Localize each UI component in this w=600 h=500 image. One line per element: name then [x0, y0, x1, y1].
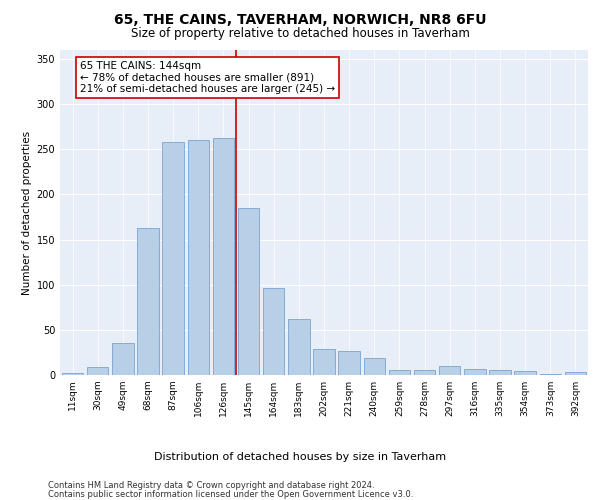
- Bar: [439, 366, 460, 375]
- Text: 65, THE CAINS, TAVERHAM, NORWICH, NR8 6FU: 65, THE CAINS, TAVERHAM, NORWICH, NR8 6F…: [114, 12, 486, 26]
- Text: Contains public sector information licensed under the Open Government Licence v3: Contains public sector information licen…: [48, 490, 413, 499]
- Bar: [87, 367, 109, 375]
- Text: Contains HM Land Registry data © Crown copyright and database right 2024.: Contains HM Land Registry data © Crown c…: [48, 481, 374, 490]
- Text: Size of property relative to detached houses in Taverham: Size of property relative to detached ho…: [131, 28, 469, 40]
- Bar: [263, 288, 284, 375]
- Bar: [414, 370, 435, 375]
- Text: Distribution of detached houses by size in Taverham: Distribution of detached houses by size …: [154, 452, 446, 462]
- Bar: [62, 373, 83, 375]
- Bar: [539, 374, 561, 375]
- Bar: [389, 370, 410, 375]
- Bar: [238, 208, 259, 375]
- Bar: [338, 350, 360, 375]
- Bar: [163, 142, 184, 375]
- Bar: [565, 372, 586, 375]
- Text: 65 THE CAINS: 144sqm
← 78% of detached houses are smaller (891)
21% of semi-deta: 65 THE CAINS: 144sqm ← 78% of detached h…: [80, 61, 335, 94]
- Bar: [112, 342, 134, 375]
- Y-axis label: Number of detached properties: Number of detached properties: [22, 130, 32, 294]
- Bar: [464, 368, 485, 375]
- Bar: [490, 370, 511, 375]
- Bar: [364, 358, 385, 375]
- Bar: [137, 228, 158, 375]
- Bar: [514, 372, 536, 375]
- Bar: [213, 138, 234, 375]
- Bar: [188, 140, 209, 375]
- Bar: [288, 319, 310, 375]
- Bar: [313, 349, 335, 375]
